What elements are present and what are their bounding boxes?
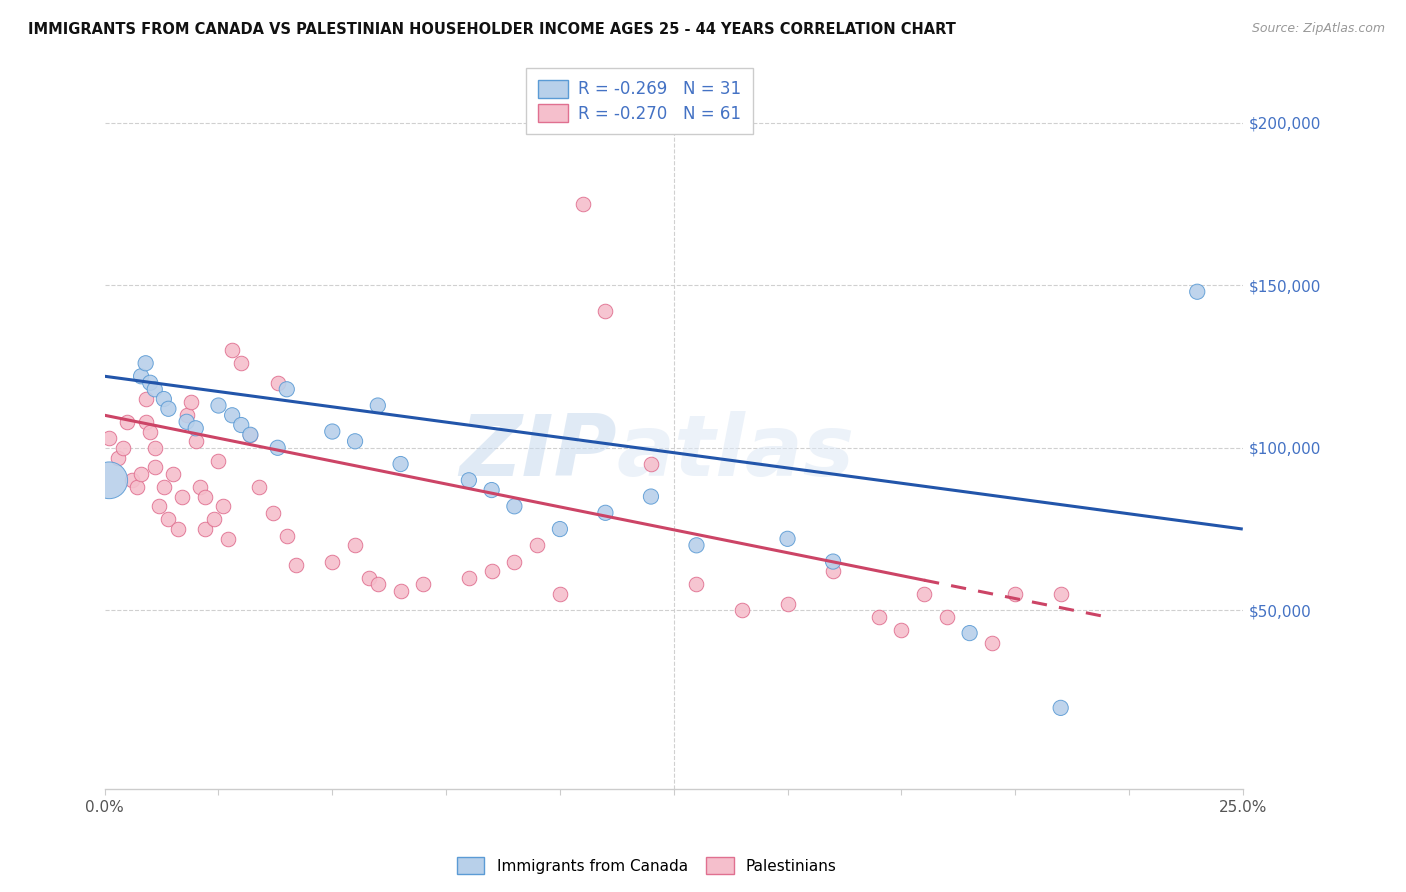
Point — [595, 506, 617, 520]
Point — [176, 409, 198, 423]
Point — [207, 399, 229, 413]
Point — [249, 480, 271, 494]
Y-axis label: Householder Income Ages 25 - 44 years: Householder Income Ages 25 - 44 years — [0, 285, 7, 578]
Point — [157, 401, 180, 416]
Point — [135, 392, 157, 406]
Point — [276, 382, 298, 396]
Point — [143, 382, 166, 396]
Point — [217, 532, 239, 546]
Point — [194, 522, 217, 536]
Point — [117, 415, 139, 429]
Point — [170, 490, 193, 504]
Legend: Immigrants from Canada, Palestinians: Immigrants from Canada, Palestinians — [451, 851, 842, 880]
Point — [148, 500, 170, 514]
Point — [823, 555, 845, 569]
Point — [157, 512, 180, 526]
Point — [111, 441, 134, 455]
Point — [143, 441, 166, 455]
Point — [162, 467, 184, 481]
Point — [121, 473, 143, 487]
Point — [731, 603, 754, 617]
Point — [276, 528, 298, 542]
Text: IMMIGRANTS FROM CANADA VS PALESTINIAN HOUSEHOLDER INCOME AGES 25 - 44 YEARS CORR: IMMIGRANTS FROM CANADA VS PALESTINIAN HO… — [28, 22, 956, 37]
Point — [212, 500, 235, 514]
Point — [266, 376, 288, 390]
Point — [457, 473, 479, 487]
Point — [344, 538, 367, 552]
Point — [526, 538, 548, 552]
Point — [571, 197, 593, 211]
Point — [548, 522, 571, 536]
Point — [231, 356, 253, 370]
Point — [107, 450, 129, 465]
Point — [139, 425, 162, 439]
Point — [239, 427, 262, 442]
Point — [959, 626, 981, 640]
Point — [457, 571, 479, 585]
Point — [231, 417, 253, 432]
Point — [640, 490, 662, 504]
Point — [389, 457, 412, 471]
Point — [776, 532, 799, 546]
Point — [344, 434, 367, 449]
Point — [367, 399, 389, 413]
Point — [685, 577, 707, 591]
Point — [776, 597, 799, 611]
Point — [890, 623, 912, 637]
Point — [266, 441, 288, 455]
Point — [1049, 587, 1071, 601]
Point — [640, 457, 662, 471]
Point — [166, 522, 188, 536]
Point — [202, 512, 225, 526]
Point — [503, 555, 526, 569]
Text: ZIP: ZIP — [460, 411, 617, 494]
Point — [98, 431, 121, 445]
Point — [184, 421, 207, 435]
Point — [153, 392, 176, 406]
Point — [935, 610, 957, 624]
Point — [503, 500, 526, 514]
Point — [1004, 587, 1026, 601]
Point — [823, 565, 845, 579]
Point — [262, 506, 284, 520]
Point — [685, 538, 707, 552]
Point — [221, 409, 243, 423]
Point — [367, 577, 389, 591]
Point — [284, 558, 307, 572]
Point — [153, 480, 176, 494]
Point — [184, 434, 207, 449]
Text: Source: ZipAtlas.com: Source: ZipAtlas.com — [1251, 22, 1385, 36]
Legend: R = -0.269   N = 31, R = -0.270   N = 61: R = -0.269 N = 31, R = -0.270 N = 61 — [526, 68, 752, 135]
Point — [321, 555, 343, 569]
Point — [129, 467, 152, 481]
Point — [321, 425, 343, 439]
Point — [176, 415, 198, 429]
Point — [180, 395, 202, 409]
Point — [595, 304, 617, 318]
Point — [135, 356, 157, 370]
Point — [129, 369, 152, 384]
Point — [1187, 285, 1209, 299]
Point — [912, 587, 935, 601]
Point — [481, 483, 503, 497]
Point — [868, 610, 890, 624]
Point — [981, 636, 1004, 650]
Point — [207, 454, 229, 468]
Point — [389, 583, 412, 598]
Point — [143, 460, 166, 475]
Point — [481, 565, 503, 579]
Point — [98, 473, 121, 487]
Point — [188, 480, 211, 494]
Point — [239, 427, 262, 442]
Point — [412, 577, 434, 591]
Point — [357, 571, 380, 585]
Point — [135, 415, 157, 429]
Point — [548, 587, 571, 601]
Point — [139, 376, 162, 390]
Text: atlas: atlas — [617, 411, 855, 494]
Point — [1049, 701, 1071, 715]
Point — [125, 480, 148, 494]
Point — [194, 490, 217, 504]
Point — [221, 343, 243, 358]
